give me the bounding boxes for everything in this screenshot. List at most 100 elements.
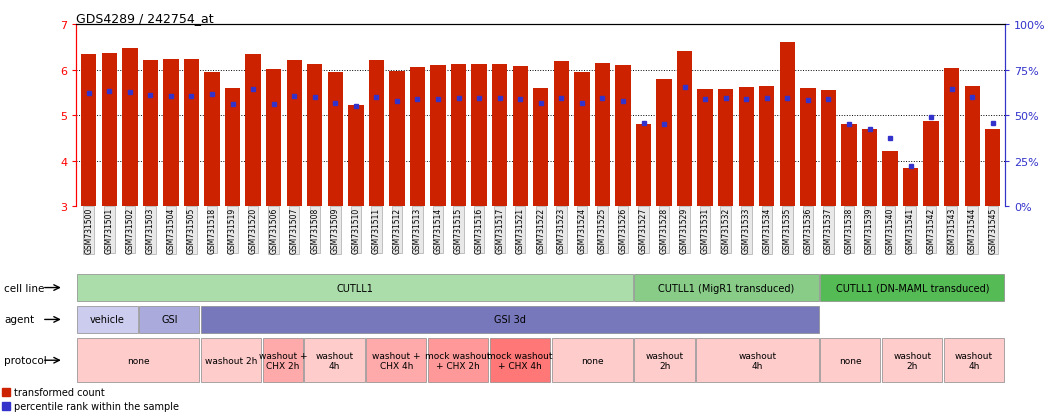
Text: GSM731519: GSM731519: [228, 207, 237, 253]
Bar: [102, 54, 117, 207]
Text: GSM731537: GSM731537: [824, 207, 833, 253]
Text: GSI 3d: GSI 3d: [494, 315, 526, 325]
Text: GSM731506: GSM731506: [269, 207, 279, 253]
Bar: [513, 67, 528, 207]
Text: GSM731536: GSM731536: [803, 207, 812, 253]
Bar: [287, 61, 302, 207]
Text: none: none: [839, 356, 862, 365]
Text: GSM731534: GSM731534: [762, 207, 772, 253]
Bar: [574, 73, 589, 207]
Bar: [184, 60, 199, 207]
Bar: [634, 274, 819, 301]
Text: GSM731521: GSM731521: [516, 207, 525, 253]
Text: GSM731509: GSM731509: [331, 207, 340, 253]
Bar: [77, 274, 632, 301]
Bar: [451, 65, 466, 207]
Text: washout
2h: washout 2h: [646, 351, 684, 370]
Text: GSM731501: GSM731501: [105, 207, 114, 253]
Bar: [964, 86, 980, 207]
Text: GSM731528: GSM731528: [660, 207, 669, 253]
Text: GSM731502: GSM731502: [126, 207, 134, 253]
Text: GSM731516: GSM731516: [474, 207, 484, 253]
Bar: [430, 66, 446, 207]
Bar: [142, 61, 158, 207]
Bar: [677, 52, 692, 207]
Text: CUTLL1 (MigR1 transduced): CUTLL1 (MigR1 transduced): [659, 283, 795, 293]
Bar: [696, 339, 819, 382]
Bar: [552, 339, 632, 382]
Text: GSM731508: GSM731508: [310, 207, 319, 253]
Text: GSM731503: GSM731503: [146, 207, 155, 253]
Text: GSM731526: GSM731526: [619, 207, 627, 253]
Bar: [923, 121, 939, 207]
Bar: [780, 43, 795, 207]
Bar: [369, 61, 384, 207]
Bar: [163, 60, 179, 207]
Text: CUTLL1 (DN-MAML transduced): CUTLL1 (DN-MAML transduced): [836, 283, 989, 293]
Bar: [595, 64, 610, 207]
Bar: [81, 55, 96, 207]
Bar: [944, 339, 1004, 382]
Text: GSM731541: GSM731541: [906, 207, 915, 253]
Text: GSM731535: GSM731535: [783, 207, 792, 253]
Text: none: none: [127, 356, 150, 365]
Text: GSM731518: GSM731518: [207, 207, 217, 253]
Bar: [139, 306, 199, 333]
Bar: [636, 125, 651, 207]
Bar: [263, 339, 303, 382]
Bar: [77, 306, 137, 333]
Text: GSM731517: GSM731517: [495, 207, 505, 253]
Text: GSM731505: GSM731505: [187, 207, 196, 253]
Bar: [305, 339, 364, 382]
Bar: [820, 274, 1004, 301]
Text: GSM731511: GSM731511: [372, 207, 381, 253]
Bar: [122, 49, 137, 207]
Bar: [883, 339, 942, 382]
Text: GSM731510: GSM731510: [352, 207, 360, 253]
Bar: [366, 339, 426, 382]
Bar: [820, 339, 881, 382]
Text: mock washout
+ CHX 2h: mock washout + CHX 2h: [425, 351, 491, 370]
Bar: [328, 73, 343, 207]
Text: GSM731522: GSM731522: [536, 207, 545, 253]
Bar: [201, 339, 262, 382]
Bar: [903, 169, 918, 207]
Bar: [554, 62, 569, 207]
Text: GSM731527: GSM731527: [639, 207, 648, 253]
Text: agent: agent: [4, 315, 35, 325]
Text: CUTLL1: CUTLL1: [336, 283, 374, 293]
Text: GSM731513: GSM731513: [413, 207, 422, 253]
Bar: [800, 89, 816, 207]
Bar: [389, 72, 404, 207]
Text: GSM731520: GSM731520: [248, 207, 258, 253]
Text: percentile rank within the sample: percentile rank within the sample: [15, 401, 179, 411]
Bar: [718, 90, 733, 207]
Bar: [821, 91, 837, 207]
Text: GSM731540: GSM731540: [886, 207, 894, 253]
Text: GSM731514: GSM731514: [433, 207, 443, 253]
Bar: [349, 106, 363, 207]
Text: GSM731504: GSM731504: [166, 207, 176, 253]
Bar: [862, 130, 877, 207]
Text: GSM731500: GSM731500: [84, 207, 93, 253]
Bar: [225, 89, 241, 207]
Text: GSM731543: GSM731543: [948, 207, 956, 253]
Text: GSM731545: GSM731545: [988, 207, 998, 253]
Text: protocol: protocol: [4, 355, 47, 366]
Text: GSM731523: GSM731523: [557, 207, 565, 253]
Text: washout
2h: washout 2h: [893, 351, 932, 370]
Text: GSM731531: GSM731531: [700, 207, 710, 253]
Bar: [492, 65, 508, 207]
Text: GDS4289 / 242754_at: GDS4289 / 242754_at: [76, 12, 214, 25]
Text: GSM731538: GSM731538: [845, 207, 853, 253]
Bar: [77, 339, 199, 382]
Bar: [616, 66, 630, 207]
Bar: [533, 88, 549, 207]
Bar: [985, 130, 1001, 207]
Bar: [428, 339, 488, 382]
Bar: [307, 65, 322, 207]
Bar: [471, 65, 487, 207]
Bar: [656, 80, 672, 207]
Text: GSM731515: GSM731515: [454, 207, 463, 253]
Text: GSM731507: GSM731507: [290, 207, 298, 253]
